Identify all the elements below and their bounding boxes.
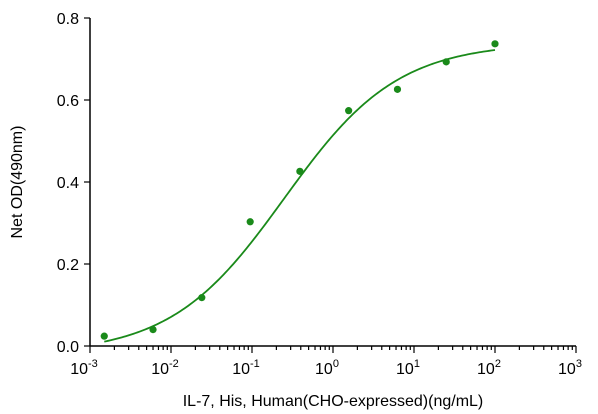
y-tick-label: 0.0 xyxy=(57,339,79,356)
x-axis-label: IL-7, His, Human(CHO-expressed)(ng/mL) xyxy=(183,393,484,410)
x-tick-label: 10-3 xyxy=(70,358,98,378)
x-tick-base: 10 xyxy=(396,361,414,378)
y-tick-label: 0.8 xyxy=(57,11,79,28)
y-ticks: 0.0 0.2 0.4 0.6 0.8 xyxy=(57,11,90,356)
data-point xyxy=(198,294,206,302)
x-tick-label: 10-1 xyxy=(232,358,260,378)
x-tick-label: 10-2 xyxy=(151,358,179,378)
data-point xyxy=(149,326,157,334)
x-tick-exponent: -3 xyxy=(88,358,98,370)
x-tick-exponent: -1 xyxy=(250,358,260,370)
x-tick-exponent: -2 xyxy=(169,358,179,370)
y-tick-label: 0.2 xyxy=(57,257,79,274)
data-point xyxy=(246,218,254,226)
x-tick-exponent: 1 xyxy=(414,358,420,370)
data-point xyxy=(442,58,450,66)
x-tick-label: 100 xyxy=(315,358,339,378)
x-ticks: 10-3 10-2 10-1 100 101 102 103 xyxy=(70,346,582,378)
x-tick-exponent: 3 xyxy=(576,358,582,370)
x-tick-base: 10 xyxy=(151,361,169,378)
fit-curve xyxy=(104,49,496,343)
x-tick-base: 10 xyxy=(558,361,576,378)
x-tick-exponent: 0 xyxy=(333,358,339,370)
data-point xyxy=(345,107,353,115)
x-tick-base: 10 xyxy=(477,361,495,378)
y-tick-label: 0.6 xyxy=(57,93,79,110)
x-tick-label: 103 xyxy=(558,358,582,378)
data-point xyxy=(491,40,499,48)
x-tick-base: 10 xyxy=(232,361,250,378)
x-tick-base: 10 xyxy=(315,361,333,378)
x-tick-exponent: 2 xyxy=(495,358,501,370)
data-point xyxy=(393,85,402,93)
plot-area xyxy=(100,40,499,343)
x-tick-base: 10 xyxy=(70,361,88,378)
y-tick-label: 0.4 xyxy=(57,175,79,192)
y-axis-label: Net OD(490nm) xyxy=(9,126,26,239)
data-point xyxy=(296,167,304,175)
data-point xyxy=(100,332,108,340)
x-tick-label: 102 xyxy=(477,358,501,378)
x-tick-label: 101 xyxy=(396,358,420,378)
axes xyxy=(89,18,576,347)
